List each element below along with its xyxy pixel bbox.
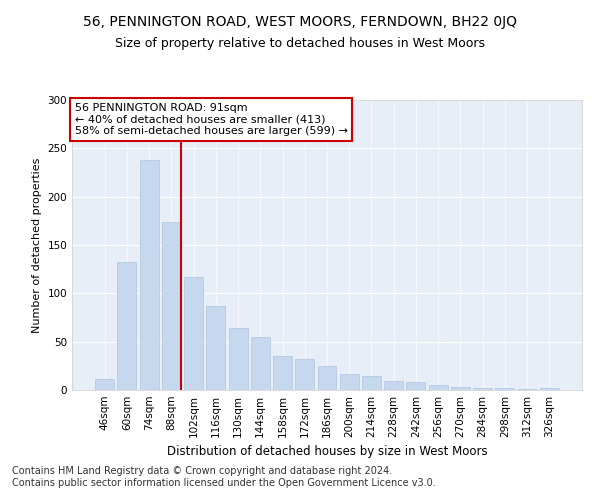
- X-axis label: Distribution of detached houses by size in West Moors: Distribution of detached houses by size …: [167, 446, 487, 458]
- Bar: [406, 382, 425, 390]
- Text: 56, PENNINGTON ROAD, WEST MOORS, FERNDOWN, BH22 0JQ: 56, PENNINGTON ROAD, WEST MOORS, FERNDOW…: [83, 15, 517, 29]
- Bar: [273, 356, 292, 390]
- Bar: [295, 359, 314, 390]
- Bar: [184, 277, 203, 390]
- Y-axis label: Number of detached properties: Number of detached properties: [32, 158, 42, 332]
- Bar: [162, 222, 181, 390]
- Text: Contains HM Land Registry data © Crown copyright and database right 2024.
Contai: Contains HM Land Registry data © Crown c…: [12, 466, 436, 487]
- Bar: [540, 388, 559, 390]
- Text: 56 PENNINGTON ROAD: 91sqm
← 40% of detached houses are smaller (413)
58% of semi: 56 PENNINGTON ROAD: 91sqm ← 40% of detac…: [74, 103, 347, 136]
- Bar: [140, 160, 158, 390]
- Bar: [518, 389, 536, 390]
- Bar: [317, 366, 337, 390]
- Bar: [251, 337, 270, 390]
- Bar: [473, 388, 492, 390]
- Bar: [384, 382, 403, 390]
- Bar: [362, 376, 381, 390]
- Bar: [340, 374, 359, 390]
- Bar: [429, 385, 448, 390]
- Bar: [229, 328, 248, 390]
- Bar: [451, 387, 470, 390]
- Text: Size of property relative to detached houses in West Moors: Size of property relative to detached ho…: [115, 38, 485, 51]
- Bar: [496, 388, 514, 390]
- Bar: [95, 380, 114, 390]
- Bar: [206, 306, 225, 390]
- Bar: [118, 262, 136, 390]
